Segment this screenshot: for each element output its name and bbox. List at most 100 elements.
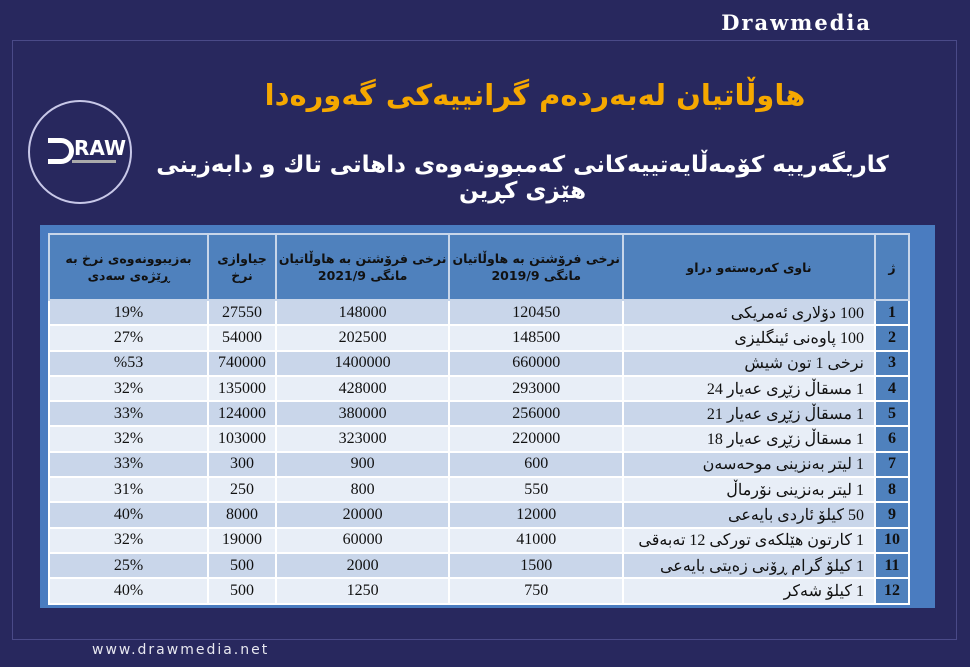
cell-col-increase-percent: 40%: [47, 501, 210, 529]
cell-col-difference: 300: [207, 450, 277, 479]
logo-tagline: [72, 160, 116, 163]
cell-col-index: 7: [874, 450, 910, 479]
cell-col-index: 12: [874, 577, 910, 605]
cell-col-item-name: 1 مسقاڵ زێڕی عەیار 24: [622, 374, 876, 403]
table-panel: ژ ناوی کەرەستەو دراو نرخی فرۆشتن بە هاوڵات…: [40, 225, 935, 608]
cell-col-price-2021: 1400000: [274, 349, 451, 377]
page-subtitle: کاریگەرییە کۆمەڵایەتییەکانی کەمبوونەوەی …: [156, 152, 889, 204]
cell-col-increase-percent: 25%: [47, 551, 210, 580]
cell-col-increase-percent: 19%: [47, 298, 210, 327]
cell-col-price-2019: 12000: [448, 501, 624, 529]
cell-col-difference: 54000: [207, 324, 277, 352]
cell-col-item-name: 1 مسقاڵ زێڕی عەیار 18: [622, 425, 876, 453]
cell-col-price-2021: 900: [274, 450, 451, 479]
table-row: 9 50 کیلۆ ئاردی بایەعی 12000 20000 8000 40%: [47, 501, 910, 529]
cell-col-item-name: 50 کیلۆ ئاردی بایەعی: [622, 501, 876, 529]
cell-col-price-2019: 293000: [448, 374, 624, 403]
cell-col-difference: 103000: [207, 425, 277, 453]
table-row: 3 نرخی 1 تون شیش 660000 1400000 740000 %53: [47, 349, 910, 377]
table-row: 1 100 دۆلاری ئەمریکی 120450 148000 27550 19%: [47, 298, 910, 327]
price-table: ژ ناوی کەرەستەو دراو نرخی فرۆشتن بە هاوڵات…: [47, 233, 910, 605]
header-col-item-name: ناوی کەرەستەو دراو: [622, 233, 876, 301]
cell-col-difference: 8000: [207, 501, 277, 529]
frame-border: [12, 40, 957, 640]
cell-col-increase-percent: %53: [47, 349, 210, 377]
cell-col-price-2021: 60000: [274, 526, 451, 554]
cell-col-price-2021: 800: [274, 476, 451, 504]
cell-col-item-name: 1 لیتر بەنزینی نۆرماڵ: [622, 476, 876, 504]
table-row: 11 1 کیلۆ گرام ڕۆنی زەیتی بایەعی 1500 2000 5…: [47, 551, 910, 580]
header-col-index: ژ: [874, 233, 910, 301]
cell-col-index: 8: [874, 476, 910, 504]
cell-col-index: 3: [874, 349, 910, 377]
cell-col-price-2019: 550: [448, 476, 624, 504]
cell-col-item-name: 1 مسقاڵ زێڕی عەیار 21: [622, 400, 876, 428]
header-col-difference: جیاوازی نرخ: [207, 233, 277, 301]
cell-col-price-2019: 660000: [448, 349, 624, 377]
logo-d-icon: [48, 138, 74, 164]
cell-col-item-name: 1 کارتون هێلکەی تورکی 12 تەبەقی: [622, 526, 876, 554]
cell-col-difference: 27550: [207, 298, 277, 327]
cell-col-increase-percent: 32%: [47, 526, 210, 554]
cell-col-price-2021: 148000: [274, 298, 451, 327]
header-col-price-2019: نرخی فرۆشتن بە هاوڵاتیان مانگی 2019/9: [448, 233, 624, 301]
cell-col-increase-percent: 40%: [47, 577, 210, 605]
cell-col-difference: 135000: [207, 374, 277, 403]
logo-text: RAW: [74, 136, 127, 160]
brand-name: Drawmedia: [721, 10, 872, 35]
cell-col-price-2019: 600: [448, 450, 624, 479]
footer-url: www.drawmedia.net: [92, 642, 270, 658]
cell-col-price-2021: 2000: [274, 551, 451, 580]
cell-col-difference: 124000: [207, 400, 277, 428]
table-row: 12 1 کیلۆ شەکر 750 1250 500 40%: [47, 577, 910, 605]
cell-col-price-2021: 323000: [274, 425, 451, 453]
cell-col-price-2019: 1500: [448, 551, 624, 580]
cell-col-difference: 19000: [207, 526, 277, 554]
draw-logo: RAW: [28, 100, 132, 204]
header-col-increase-percent: بەزیبوونەوەی نرخ بە ڕێژەی سەدی: [47, 233, 210, 301]
cell-col-increase-percent: 27%: [47, 324, 210, 352]
cell-col-increase-percent: 32%: [47, 425, 210, 453]
cell-col-index: 4: [874, 374, 910, 403]
table-row: 2 100 پاوەنی ئینگلیزی 148500 202500 54000 27%: [47, 324, 910, 352]
cell-col-index: 10: [874, 526, 910, 554]
cell-col-difference: 250: [207, 476, 277, 504]
cell-col-difference: 500: [207, 551, 277, 580]
cell-col-increase-percent: 31%: [47, 476, 210, 504]
cell-col-price-2019: 148500: [448, 324, 624, 352]
cell-col-price-2019: 41000: [448, 526, 624, 554]
cell-col-price-2021: 20000: [274, 501, 451, 529]
cell-col-index: 6: [874, 425, 910, 453]
header-col-price-2021: نرخی فرۆشتن بە هاوڵاتیان مانگی 2021/9: [274, 233, 451, 301]
table-header: ژ ناوی کەرەستەو دراو نرخی فرۆشتن بە هاوڵات…: [47, 233, 910, 301]
cell-col-price-2019: 750: [448, 577, 624, 605]
cell-col-index: 5: [874, 400, 910, 428]
cell-col-item-name: 100 دۆلاری ئەمریکی: [622, 298, 876, 327]
cell-col-index: 9: [874, 501, 910, 529]
cell-col-item-name: 1 کیلۆ شەکر: [622, 577, 876, 605]
cell-col-difference: 740000: [207, 349, 277, 377]
cell-col-index: 2: [874, 324, 910, 352]
cell-col-price-2019: 256000: [448, 400, 624, 428]
page-title: هاوڵاتیان لەبەردەم گرانییەکی گەورەدا: [264, 78, 806, 112]
cell-col-price-2019: 220000: [448, 425, 624, 453]
cell-col-increase-percent: 33%: [47, 450, 210, 479]
cell-col-price-2019: 120450: [448, 298, 624, 327]
cell-col-price-2021: 380000: [274, 400, 451, 428]
cell-col-item-name: 100 پاوەنی ئینگلیزی: [622, 324, 876, 352]
cell-col-index: 11: [874, 551, 910, 580]
cell-col-item-name: 1 لیتر بەنزینی موحەسەن: [622, 450, 876, 479]
cell-col-increase-percent: 33%: [47, 400, 210, 428]
cell-col-price-2021: 428000: [274, 374, 451, 403]
cell-col-price-2021: 1250: [274, 577, 451, 605]
cell-col-item-name: 1 کیلۆ گرام ڕۆنی زەیتی بایەعی: [622, 551, 876, 580]
cell-col-price-2021: 202500: [274, 324, 451, 352]
cell-col-item-name: نرخی 1 تون شیش: [622, 349, 876, 377]
cell-col-index: 1: [874, 298, 910, 327]
cell-col-difference: 500: [207, 577, 277, 605]
